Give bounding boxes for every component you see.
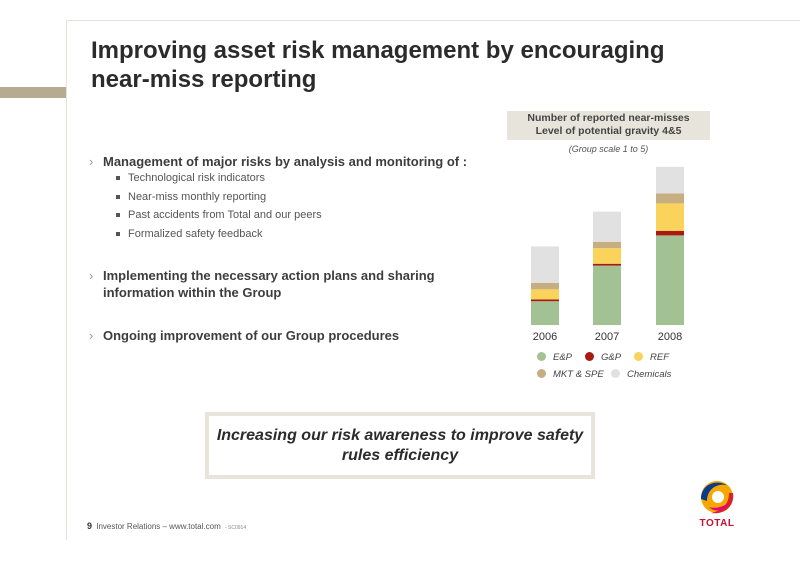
- chart-title-line-1: Number of reported near-misses: [527, 112, 690, 124]
- legend-item-mkt-spe: MKT & SPE: [537, 369, 604, 380]
- callout-box: Increasing our risk awareness to improve…: [205, 412, 595, 479]
- chart-title: Number of reported near-misses Level of …: [507, 111, 710, 140]
- legend-label: REF: [650, 352, 669, 363]
- chart-title-line-2: Level of potential gravity 4&5: [535, 125, 682, 137]
- bullet-2: › Implementing the necessary action plan…: [89, 267, 469, 301]
- page-number: 9: [87, 521, 93, 531]
- square-bullet-icon: [116, 231, 120, 236]
- bar-segment-e-p-2007: [593, 265, 621, 325]
- legend-label: G&P: [601, 352, 622, 363]
- legend-item-e-p: E&P: [537, 352, 572, 363]
- sub-bullet-item: Near-miss monthly reporting: [114, 188, 322, 207]
- legend-dot-icon: [634, 352, 643, 361]
- bullet-3-text: Ongoing improvement of our Group procedu…: [103, 328, 400, 343]
- legend-dot-icon: [585, 352, 594, 361]
- sub-bullet-list: Technological risk indicators Near-miss …: [114, 169, 322, 243]
- bar-segment-e-p-2006: [531, 301, 559, 325]
- footer-text: Investor Relations – www.total.com: [96, 522, 221, 531]
- bar-segment-mkt-spe-2007: [593, 241, 621, 249]
- chart-subtitle: (Group scale 1 to 5): [568, 144, 649, 154]
- left-rule: [66, 20, 67, 540]
- legend-dot-icon: [611, 369, 620, 378]
- legend-label: MKT & SPE: [553, 369, 604, 380]
- legend-dot-icon: [537, 352, 546, 361]
- legend-item-chemicals: Chemicals: [611, 369, 671, 380]
- near-miss-bar-chart: 2006 2007 2008: [531, 166, 684, 343]
- square-bullet-icon: [116, 194, 120, 199]
- bar-segment-chemicals-2006: [531, 246, 559, 283]
- bullet-1: › Management of major risks by analysis …: [89, 153, 467, 170]
- sub-bullet-item: Past accidents from Total and our peers: [114, 206, 322, 225]
- legend-dot-icon: [537, 369, 546, 378]
- bar-segment-g-p-2006: [531, 299, 559, 302]
- bar-segment-chemicals-2008: [656, 166, 684, 194]
- square-bullet-icon: [116, 176, 120, 180]
- logo-text: TOTAL: [699, 518, 735, 529]
- bar-segment-ref-2008: [656, 203, 684, 231]
- total-logo-icon: [701, 481, 734, 514]
- callout-text: Increasing our risk awareness to improve…: [209, 416, 591, 475]
- x-tick-label-2007: 2007: [595, 331, 619, 343]
- bar-segment-e-p-2008: [656, 235, 684, 325]
- chevron-right-icon: ›: [89, 268, 94, 283]
- footer-code: - SC0914: [224, 525, 247, 531]
- x-tick-label-2008: 2008: [658, 331, 682, 343]
- bar-segment-g-p-2007: [593, 263, 621, 266]
- bar-segment-chemicals-2007: [593, 211, 621, 242]
- bar-segment-ref-2007: [593, 248, 621, 264]
- footer: 9 Investor Relations – www.total.com - S…: [87, 521, 246, 531]
- bar-segment-mkt-spe-2006: [531, 282, 559, 290]
- chevron-right-icon: ›: [89, 328, 94, 343]
- x-tick-label-2006: 2006: [533, 331, 557, 343]
- sub-bullet-item: Technological risk indicators: [114, 169, 322, 188]
- square-bullet-icon: [116, 213, 120, 217]
- slide-title: Improving asset risk management by encou…: [91, 37, 665, 93]
- legend-label: Chemicals: [627, 369, 672, 380]
- bullet-3: › Ongoing improvement of our Group proce…: [89, 327, 399, 344]
- top-rule: [66, 20, 800, 21]
- bullet-2-text: Implementing the necessary action plans …: [103, 268, 435, 300]
- total-logo: TOTAL: [693, 477, 741, 532]
- sub-bullet-item: Formalized safety feedback: [114, 225, 322, 244]
- legend-item-ref: REF: [634, 352, 669, 363]
- chevron-right-icon: ›: [89, 154, 94, 169]
- accent-bar: [0, 87, 66, 98]
- bar-segment-ref-2006: [531, 289, 559, 300]
- bar-segment-g-p-2008: [656, 230, 684, 236]
- bar-segment-mkt-spe-2008: [656, 193, 684, 204]
- bullet-1-text: Management of major risks by analysis an…: [103, 154, 468, 169]
- legend-item-g-p: G&P: [585, 352, 621, 363]
- legend-label: E&P: [553, 352, 573, 363]
